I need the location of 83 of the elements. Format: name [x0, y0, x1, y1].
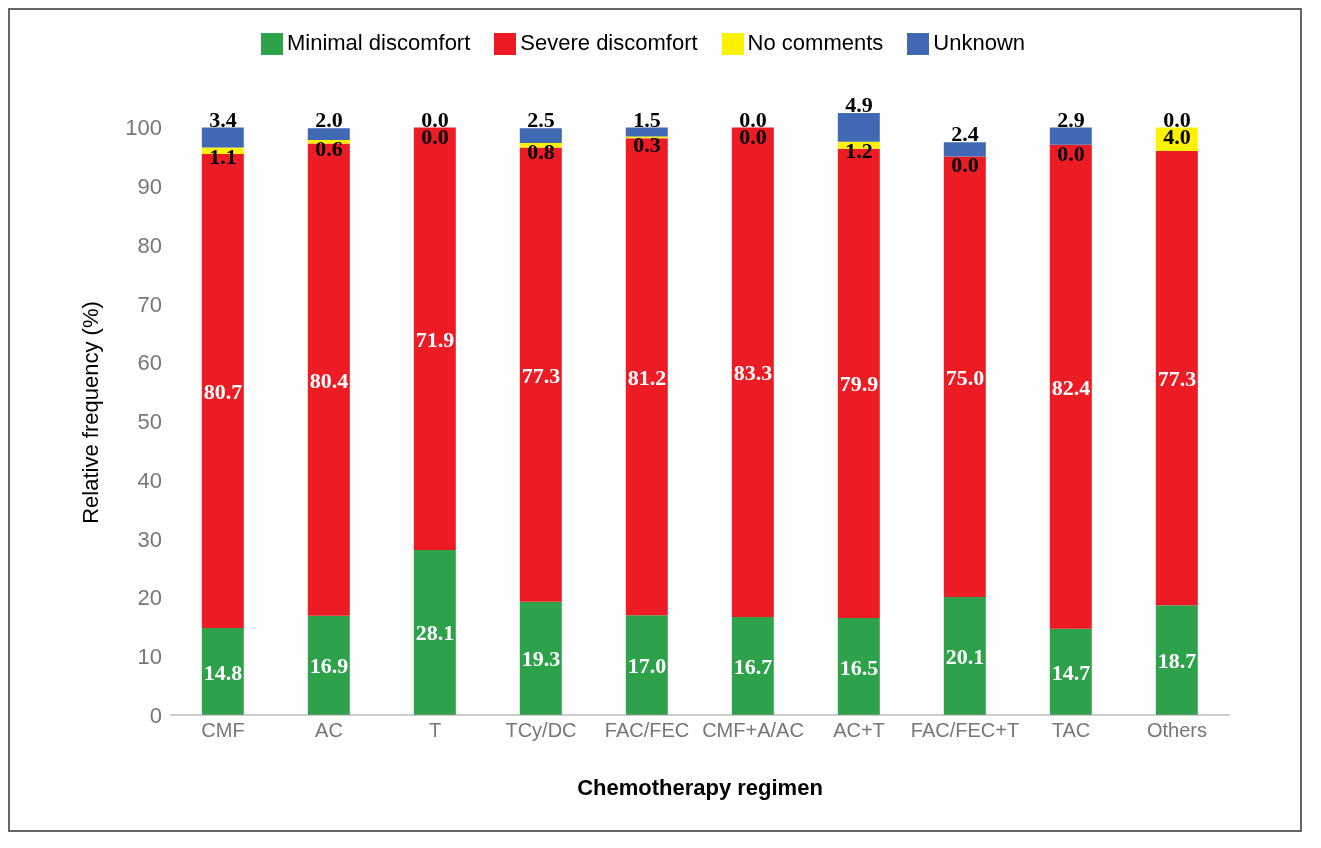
x-tick-label: AC+T	[833, 719, 885, 742]
y-tick-label: 80	[137, 232, 162, 258]
data-label: 16.7	[733, 653, 773, 679]
x-tick-label: Others	[1146, 719, 1208, 742]
data-label: 14.7	[1051, 659, 1091, 685]
legend-label: Severe discomfort	[520, 30, 698, 55]
data-label: 14.8	[203, 659, 243, 685]
x-tick-label: FAC/FEC	[604, 719, 690, 742]
bar	[519, 147, 562, 602]
bar	[943, 156, 986, 597]
data-label: 0.3	[633, 132, 661, 158]
bar	[837, 112, 880, 142]
data-label: 0.0	[1057, 140, 1085, 166]
bar	[837, 618, 880, 715]
x-tick-label: TAC	[1051, 719, 1091, 742]
data-label: 16.9	[309, 653, 349, 679]
y-tick-label: 70	[137, 291, 162, 317]
bar	[307, 128, 350, 140]
bar	[943, 596, 986, 715]
bar	[307, 615, 350, 715]
bar	[201, 127, 244, 148]
y-axis-title: Relative frequency (%)	[77, 301, 103, 524]
legend-label: Unknown	[933, 30, 1026, 55]
y-tick-label: 20	[137, 585, 162, 611]
data-label: 17.0	[627, 653, 667, 679]
x-tick-label: CMF	[201, 719, 245, 742]
bar	[1155, 605, 1198, 715]
data-label: 83.3	[733, 360, 773, 386]
data-label: 80.4	[309, 367, 349, 393]
bar	[625, 127, 668, 137]
data-label: 2.0	[315, 107, 343, 133]
bar	[519, 128, 562, 143]
bar	[731, 616, 774, 715]
x-axis-title: Chemotherapy regimen	[577, 775, 823, 800]
data-label: 19.3	[521, 646, 561, 672]
data-label: 77.3	[1157, 366, 1197, 392]
bar	[625, 138, 668, 616]
bar	[731, 127, 774, 617]
bar	[1049, 628, 1092, 715]
data-label: 2.9	[1057, 106, 1085, 132]
data-label: 3.4	[209, 106, 237, 132]
data-label: 0.0	[951, 152, 979, 178]
bar	[413, 549, 456, 715]
data-label: 18.7	[1157, 648, 1197, 674]
bar	[519, 601, 562, 715]
x-tick-label: T	[428, 719, 442, 742]
data-label: 2.4	[951, 121, 979, 147]
x-tick-label: AC	[315, 719, 343, 742]
y-tick-label: 100	[125, 115, 162, 141]
bar	[413, 127, 456, 550]
bar	[307, 143, 350, 616]
x-tick-label: TCy/DC	[505, 719, 577, 742]
data-label: 16.5	[839, 654, 879, 680]
y-tick-label: 50	[137, 409, 162, 435]
legend-label: Minimal discomfort	[286, 30, 471, 55]
data-label: 2.5	[527, 107, 555, 133]
data-label: 75.0	[945, 364, 985, 390]
bar	[1155, 151, 1198, 606]
y-tick-label: 0	[149, 702, 162, 728]
bar	[625, 615, 668, 715]
data-label: 80.7	[203, 379, 243, 405]
bar	[1049, 144, 1092, 629]
y-tick-label: 30	[137, 526, 162, 552]
data-label: 71.9	[415, 326, 455, 352]
y-tick-label: 60	[137, 350, 162, 376]
data-label: 1.5	[633, 106, 661, 132]
data-label: 28.1	[415, 620, 455, 646]
x-tick-label: FAC/FEC+T	[910, 719, 1020, 742]
bar	[201, 628, 244, 715]
data-label: 79.9	[839, 371, 879, 397]
data-label: 77.3	[521, 362, 561, 388]
y-tick-label: 40	[137, 467, 162, 493]
data-label: 81.2	[627, 364, 667, 390]
data-label: 20.1	[945, 643, 985, 669]
x-tick-label: CMF+A/AC	[702, 719, 804, 742]
legend-label: No comments	[747, 30, 884, 55]
y-tick-label: 10	[137, 644, 162, 670]
data-label: 4.9	[845, 91, 873, 117]
data-label: 82.4	[1051, 374, 1091, 400]
bar	[1049, 127, 1092, 145]
data-label: 0.6	[315, 135, 343, 161]
bar	[943, 142, 986, 157]
y-tick-label: 90	[137, 174, 162, 200]
